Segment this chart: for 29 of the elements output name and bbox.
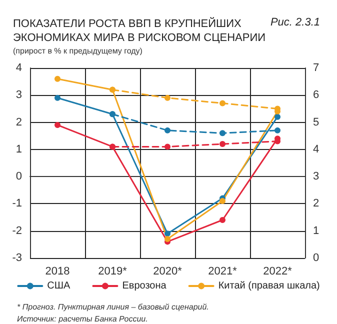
- x-tick-label: 2021*: [208, 266, 238, 278]
- text: Источник: расчеты Банка России.: [17, 314, 148, 324]
- x-tick-label: 2019*: [98, 266, 128, 278]
- y2-tick-label: 2: [313, 198, 320, 210]
- y-tick-label: -3: [12, 252, 22, 264]
- y-tick-label: 2: [16, 116, 22, 128]
- x-tick-label: 2020*: [153, 266, 183, 278]
- text: Рис. 2.3.1: [270, 16, 320, 28]
- y2-tick-label: 6: [313, 89, 320, 102]
- y2-tick-label: 7: [313, 62, 320, 74]
- y2-tick-label: 3: [313, 170, 320, 183]
- y-tick-label: 0: [16, 170, 22, 183]
- legend-label: Китай (правая шкала): [218, 280, 320, 292]
- y2-tick-label: 0: [313, 252, 320, 264]
- legend-label: Еврозона: [122, 280, 167, 292]
- y-tick-label: 1: [16, 143, 22, 156]
- legend-label: США: [47, 280, 71, 292]
- y-tick-label: -1: [12, 198, 22, 210]
- y-tick-label: 3: [16, 89, 22, 102]
- text: * Прогноз. Пунктирная линия – базовый сценарий.: [17, 302, 209, 312]
- chart-subtitle: (прирост в % к предыдущему году): [13, 46, 143, 56]
- x-tick-label: 2022*: [263, 266, 293, 278]
- y-tick-label: -2: [12, 224, 22, 237]
- y2-tick-label: 5: [313, 116, 320, 128]
- y2-tick-label: 4: [313, 143, 320, 156]
- x-tick-label: 2018: [45, 266, 70, 278]
- chart-title: ПОКАЗАТЕЛИ РОСТА ВВП В КРУПНЕЙШИХ ЭКОНОМИКАХ МИРА В РИСКОВОМ СЦЕНАРИИ: [13, 17, 266, 44]
- y-tick-label: 4: [16, 62, 22, 74]
- y2-tick-label: 1: [313, 224, 320, 237]
